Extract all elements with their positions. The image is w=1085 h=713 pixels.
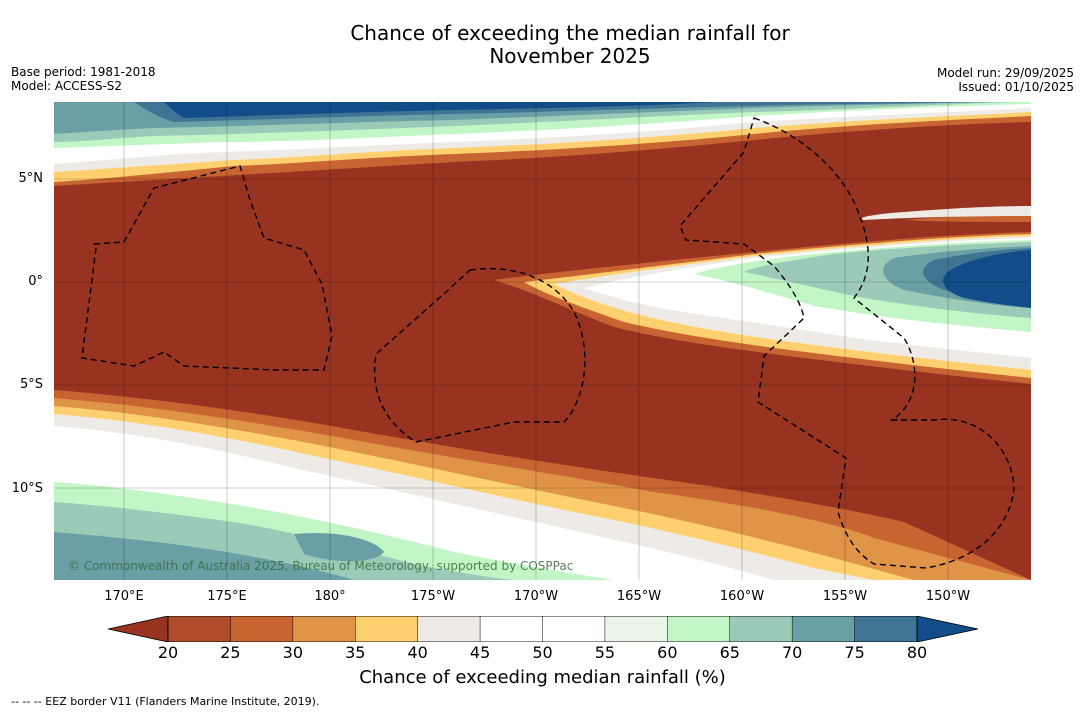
colorbar-tick-label: 25 xyxy=(220,643,241,662)
colorbar-tick-label: 60 xyxy=(657,643,678,662)
colorbar-segment xyxy=(604,616,669,642)
colorbar-segment xyxy=(167,616,232,642)
eez-borders xyxy=(81,117,1015,569)
colorbar-extend-low xyxy=(108,616,169,642)
colorbar-extend-high xyxy=(916,616,978,642)
rainfall-map xyxy=(54,102,1031,580)
south-band-darkteal-patch xyxy=(294,532,384,562)
lon-label-155w: 155°W xyxy=(822,589,868,604)
colorbar-tick-label: 70 xyxy=(781,643,803,662)
colorbar-tick-label: 20 xyxy=(157,643,179,662)
lon-label-160w: 160°W xyxy=(719,589,765,604)
colorbar-tick-label: 55 xyxy=(594,643,616,662)
metadata-right: Model run: 29/09/2025 Issued: 01/10/2025 xyxy=(937,66,1074,94)
colorbar-segment xyxy=(230,616,294,642)
colorbar-tick-label: 35 xyxy=(345,643,366,662)
colorbar-segment xyxy=(791,616,856,642)
colorbar-tick-label: 65 xyxy=(719,643,740,662)
lat-label-5n: 5°N xyxy=(18,171,44,186)
lon-label-170e: 170°E xyxy=(104,589,144,604)
colorbar xyxy=(108,616,978,642)
colorbar-tick-label: 80 xyxy=(906,643,928,662)
south-band-darkteal xyxy=(54,532,354,580)
colorbar-segment xyxy=(417,616,481,642)
eq-tongue-darkblue xyxy=(943,250,1031,308)
colorbar-segment xyxy=(854,616,918,642)
colorbar-tick-label: 75 xyxy=(844,643,865,662)
colorbar-label: Chance of exceeding median rainfall (%) xyxy=(359,667,726,688)
colorbar-tick-label: 50 xyxy=(532,643,553,662)
chart-title: Chance of exceeding the median rainfall … xyxy=(0,22,1085,68)
colorbar-segment xyxy=(542,616,606,642)
lon-label-170w: 170°W xyxy=(513,589,559,604)
eez-footnote: -- -- -- EEZ border V11 (Flanders Marine… xyxy=(11,695,320,708)
copyright-notice: © Commonwealth of Australia 2025, Bureau… xyxy=(68,559,574,573)
lat-label-5s: 5°S xyxy=(19,377,43,392)
issued-date: Issued: 01/10/2025 xyxy=(958,80,1074,94)
lon-label-175w: 175°W xyxy=(410,589,456,604)
colorbar-segment xyxy=(729,616,793,642)
lon-label-175e: 175°E xyxy=(207,589,247,604)
base-period: Base period: 1981-2018 xyxy=(11,65,156,79)
eez-border-west xyxy=(81,165,333,371)
colorbar-tick-label: 45 xyxy=(469,643,491,662)
colorbar-tick-label: 40 xyxy=(407,643,428,662)
colorbar-segment xyxy=(479,616,544,642)
colorbar-segment xyxy=(355,616,419,642)
lat-label-10s: 10°S xyxy=(11,481,43,496)
lon-label-180: 180° xyxy=(314,589,346,604)
colorbar-segment xyxy=(292,616,356,642)
lat-label-0: 0° xyxy=(28,274,43,289)
metadata-left: Base period: 1981-2018 Model: ACCESS-S2 xyxy=(11,65,156,93)
lon-label-165w: 165°W xyxy=(616,589,662,604)
east-north-band-white xyxy=(861,206,1031,220)
model-name: Model: ACCESS-S2 xyxy=(11,79,123,93)
north-band-darkblue xyxy=(164,102,714,118)
model-run: Model run: 29/09/2025 xyxy=(936,66,1074,80)
lon-label-150w: 150°W xyxy=(925,589,971,604)
eez-border-central xyxy=(373,267,586,443)
colorbar-tick-label: 30 xyxy=(282,643,304,662)
title-line-1: Chance of exceeding the median rainfall … xyxy=(350,21,790,45)
colorbar-segment xyxy=(667,616,731,642)
eez-border-line-islands xyxy=(679,117,1015,569)
title-line-2: November 2025 xyxy=(489,44,651,68)
